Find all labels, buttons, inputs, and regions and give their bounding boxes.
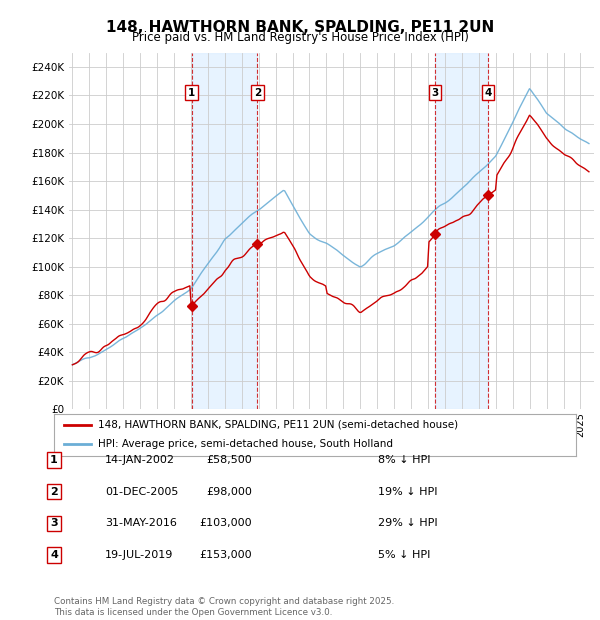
Text: 19-JUL-2019: 19-JUL-2019 [105, 550, 173, 560]
Text: 148, HAWTHORN BANK, SPALDING, PE11 2UN (semi-detached house): 148, HAWTHORN BANK, SPALDING, PE11 2UN (… [98, 420, 458, 430]
Text: £98,000: £98,000 [206, 487, 252, 497]
Text: Contains HM Land Registry data © Crown copyright and database right 2025.
This d: Contains HM Land Registry data © Crown c… [54, 598, 394, 617]
Text: 3: 3 [50, 518, 58, 528]
Text: 1: 1 [188, 87, 195, 97]
Text: 31-MAY-2016: 31-MAY-2016 [105, 518, 177, 528]
Text: 5% ↓ HPI: 5% ↓ HPI [378, 550, 430, 560]
Text: 1: 1 [50, 455, 58, 465]
Text: £58,500: £58,500 [206, 455, 252, 465]
Text: 19% ↓ HPI: 19% ↓ HPI [378, 487, 437, 497]
Bar [191, 53, 257, 409]
Text: 4: 4 [50, 550, 58, 560]
Text: 8% ↓ HPI: 8% ↓ HPI [378, 455, 431, 465]
Text: £103,000: £103,000 [199, 518, 252, 528]
Text: 2: 2 [254, 87, 261, 97]
Text: 2: 2 [50, 487, 58, 497]
Text: 29% ↓ HPI: 29% ↓ HPI [378, 518, 437, 528]
Text: 4: 4 [484, 87, 491, 97]
Text: 148, HAWTHORN BANK, SPALDING, PE11 2UN: 148, HAWTHORN BANK, SPALDING, PE11 2UN [106, 20, 494, 35]
Text: 14-JAN-2002: 14-JAN-2002 [105, 455, 175, 465]
Text: HPI: Average price, semi-detached house, South Holland: HPI: Average price, semi-detached house,… [98, 440, 394, 450]
Bar [435, 53, 488, 409]
Text: Price paid vs. HM Land Registry's House Price Index (HPI): Price paid vs. HM Land Registry's House … [131, 31, 469, 44]
Text: 01-DEC-2005: 01-DEC-2005 [105, 487, 178, 497]
Text: 3: 3 [431, 87, 439, 97]
Text: £153,000: £153,000 [199, 550, 252, 560]
